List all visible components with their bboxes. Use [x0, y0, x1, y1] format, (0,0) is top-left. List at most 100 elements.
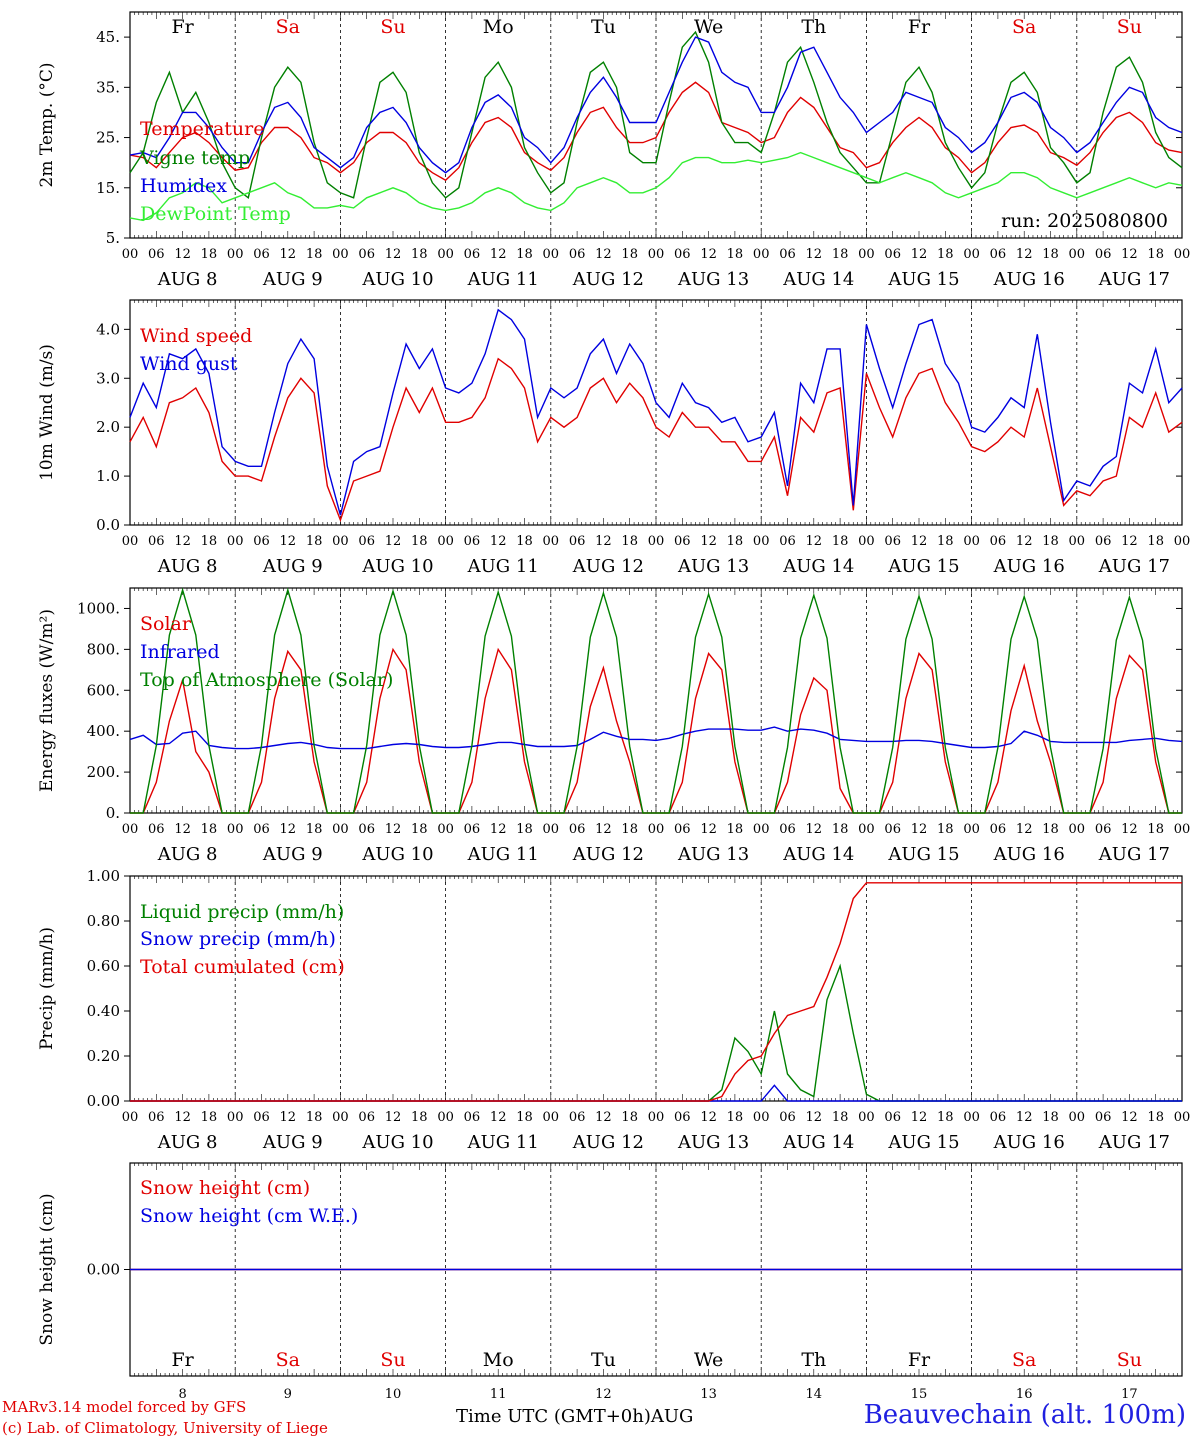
- date-label: AUG 12: [572, 556, 644, 577]
- legend-entry: Total cumulated (cm): [140, 956, 345, 978]
- hour-tick-label: 12: [911, 1110, 928, 1125]
- hour-tick-label: 00: [858, 822, 875, 837]
- hour-tick-label: 12: [385, 247, 402, 262]
- day-name-label: Sa: [276, 1349, 300, 1371]
- day-name-label: Tu: [591, 1349, 616, 1371]
- hour-tick-label: 18: [1042, 1110, 1059, 1125]
- date-label: AUG 9: [262, 556, 323, 577]
- date-label: AUG 11: [467, 844, 539, 865]
- date-label: AUG 16: [993, 844, 1065, 865]
- hour-tick-label: 18: [306, 534, 323, 549]
- hour-tick-label: 12: [700, 534, 717, 549]
- date-label: AUG 10: [361, 556, 433, 577]
- hour-tick-label: 00: [1174, 534, 1191, 549]
- day-name-label: Fr: [908, 16, 931, 38]
- y-tick-label: 35.: [96, 78, 120, 96]
- hour-tick-label: 18: [516, 822, 533, 837]
- hour-tick-label: 06: [990, 247, 1007, 262]
- hour-tick-label: 06: [464, 822, 481, 837]
- hour-tick-label: 00: [437, 247, 454, 262]
- date-label: AUG 12: [572, 1132, 644, 1153]
- hour-tick-label: 00: [858, 534, 875, 549]
- y-axis-label: 10m Wind (m/s): [37, 344, 57, 481]
- date-label: AUG 11: [467, 1132, 539, 1153]
- date-label: AUG 14: [782, 269, 854, 290]
- date-label: AUG 17: [1098, 556, 1170, 577]
- hour-tick-label: 06: [884, 822, 901, 837]
- hour-tick-label: 12: [911, 247, 928, 262]
- date-label: AUG 14: [782, 844, 854, 865]
- hour-tick-label: 12: [806, 247, 823, 262]
- hour-tick-label: 12: [280, 247, 297, 262]
- hour-tick-label: 12: [280, 822, 297, 837]
- y-tick-label: 0.20: [87, 1047, 120, 1065]
- hour-tick-label: 00: [437, 534, 454, 549]
- hour-tick-label: 06: [148, 1110, 165, 1125]
- hour-tick-label: 12: [385, 534, 402, 549]
- hour-tick-label: 18: [621, 1110, 638, 1125]
- hour-tick-label: 12: [385, 1110, 402, 1125]
- date-label: AUG 8: [157, 844, 218, 865]
- hour-tick-label: 06: [779, 247, 796, 262]
- series-line: [129, 357, 1183, 523]
- hour-tick-label: 12: [490, 1110, 507, 1125]
- y-tick-label: 0.0: [96, 516, 120, 534]
- hour-tick-label: 00: [332, 534, 349, 549]
- hour-tick-label: 00: [648, 822, 665, 837]
- day-number-label: 11: [490, 1387, 507, 1402]
- day-name-label: Su: [380, 16, 405, 38]
- hour-tick-label: 06: [569, 247, 586, 262]
- hour-tick-label: 18: [1147, 534, 1164, 549]
- day-number-label: 14: [806, 1387, 823, 1402]
- hour-tick-label: 06: [464, 534, 481, 549]
- hour-tick-label: 00: [858, 1110, 875, 1125]
- hour-tick-label: 18: [1042, 822, 1059, 837]
- hour-tick-label: 18: [937, 822, 954, 837]
- hour-tick-label: 18: [727, 1110, 744, 1125]
- y-tick-label: 400.: [87, 722, 120, 740]
- hour-tick-label: 06: [779, 534, 796, 549]
- hour-tick-label: 00: [122, 247, 139, 262]
- y-tick-label: 0.80: [87, 912, 120, 930]
- hour-tick-label: 06: [1095, 534, 1112, 549]
- plot-frame: [129, 587, 1183, 814]
- date-label: AUG 13: [677, 844, 749, 865]
- day-name-label: Su: [1117, 16, 1142, 38]
- hour-tick-label: 18: [516, 534, 533, 549]
- day-name-label: Tu: [591, 16, 616, 38]
- date-label: AUG 9: [262, 1132, 323, 1153]
- date-label: AUG 12: [572, 844, 644, 865]
- hour-tick-label: 12: [174, 822, 191, 837]
- date-label: AUG 13: [677, 269, 749, 290]
- day-name-label: Mo: [483, 1349, 514, 1371]
- hour-tick-label: 06: [674, 247, 691, 262]
- hour-tick-label: 06: [569, 822, 586, 837]
- hour-tick-label: 12: [1016, 822, 1033, 837]
- date-label: AUG 17: [1098, 844, 1170, 865]
- hour-tick-label: 12: [490, 247, 507, 262]
- date-label: AUG 12: [572, 269, 644, 290]
- hour-tick-label: 06: [148, 822, 165, 837]
- legend-entry: Wind speed: [140, 325, 252, 347]
- hour-tick-label: 12: [700, 1110, 717, 1125]
- legend-entry: Snow height (cm W.E.): [140, 1205, 358, 1227]
- hour-tick-label: 00: [753, 247, 770, 262]
- day-number-label: 13: [700, 1387, 717, 1402]
- hour-tick-label: 18: [411, 247, 428, 262]
- hour-tick-label: 06: [464, 247, 481, 262]
- hour-tick-label: 00: [858, 247, 875, 262]
- station-name: Beauvechain (alt. 100m): [863, 1400, 1186, 1430]
- hour-tick-label: 18: [1147, 247, 1164, 262]
- hour-tick-label: 18: [1147, 1110, 1164, 1125]
- series-line: [129, 151, 1183, 222]
- hour-tick-label: 12: [700, 247, 717, 262]
- date-label: AUG 13: [677, 556, 749, 577]
- y-tick-label: 5.: [106, 229, 120, 247]
- hour-tick-label: 12: [806, 1110, 823, 1125]
- hour-tick-label: 00: [122, 534, 139, 549]
- date-label: AUG 14: [782, 1132, 854, 1153]
- day-name-label: Th: [801, 16, 826, 38]
- legend-entry: Solar: [140, 613, 192, 635]
- y-tick-label: 15.: [96, 179, 120, 197]
